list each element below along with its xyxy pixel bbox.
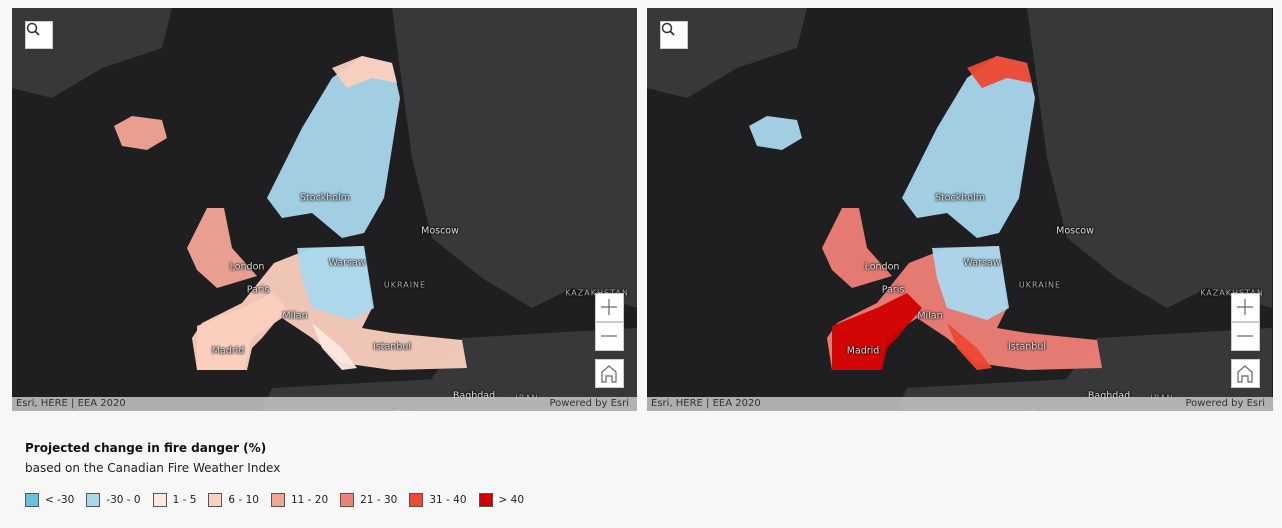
zoom-out[interactable]	[595, 322, 624, 351]
map-label: Moscow	[1056, 225, 1094, 237]
legend-item: 6 - 10	[208, 493, 259, 507]
legend-item: < -30	[25, 493, 74, 507]
attribution: Esri, HERE | EEA 2020	[651, 398, 761, 409]
land	[1027, 8, 1272, 308]
fire-danger-region	[822, 208, 892, 288]
legend-swatch	[152, 493, 167, 507]
legend-label: 6 - 10	[228, 494, 259, 506]
fire-danger-region	[114, 116, 167, 150]
home-button[interactable]	[1231, 359, 1260, 388]
fire-danger-region	[197, 293, 287, 370]
fire-danger-region	[749, 116, 802, 150]
land	[432, 328, 637, 411]
legend-swatch	[478, 493, 493, 507]
basemap	[647, 8, 1272, 411]
legend-item: 1 - 5	[152, 493, 197, 507]
legend-swatch	[25, 493, 39, 507]
land	[1067, 328, 1272, 411]
legend-swatch	[208, 493, 223, 507]
legend-label: > 40	[498, 494, 525, 506]
legend-title: Projected change in fire danger (%)	[25, 441, 267, 455]
attribution: Esri, HERE | EEA 2020	[16, 398, 126, 409]
legend-item: 21 - 30	[340, 493, 397, 507]
legend-swatch	[340, 493, 355, 507]
powered-by: Powered by Esri	[1185, 398, 1265, 409]
home-button[interactable]	[595, 359, 624, 388]
fire-danger-region	[312, 323, 357, 370]
search-button[interactable]	[660, 21, 688, 49]
attribution-bar: Esri, HERE | EEA 2020 Powered by Esri	[12, 397, 637, 411]
search-button[interactable]	[25, 21, 53, 49]
land	[392, 8, 637, 308]
map-label: Baghdad	[452, 390, 496, 402]
map-label: Madrid	[211, 345, 245, 357]
zoom-in[interactable]	[1231, 293, 1260, 322]
map-label: Milan	[917, 310, 943, 322]
zoom-in[interactable]	[595, 293, 624, 322]
legend-label: < -30	[45, 494, 75, 506]
map-label: Paris	[246, 284, 270, 296]
map-label: UKRAINE	[1018, 280, 1062, 290]
map-label: Istanbul	[372, 341, 412, 353]
legend-swatch	[270, 493, 285, 507]
legend-item: > 40	[478, 493, 525, 507]
map-label: Stockholm	[299, 192, 351, 204]
map-label: Baghdad	[1087, 390, 1131, 402]
map-label: UKRAINE	[383, 280, 427, 290]
legend-label: 21 - 30	[360, 494, 398, 506]
legend-swatch	[86, 493, 101, 507]
map-panel[interactable]: StockholmMoscowLondonWarsawParisUKRAINEK…	[647, 8, 1273, 411]
legend-item: -30 - 0	[86, 493, 141, 507]
map-panel[interactable]: StockholmMoscowLondonWarsawParisUKRAINEK…	[12, 8, 637, 411]
map-label: Milan	[282, 310, 308, 322]
basemap	[12, 8, 637, 411]
map-label: Istanbul	[1007, 341, 1047, 353]
legend-label: 11 - 20	[290, 494, 329, 506]
map-label: Warsaw	[328, 257, 366, 269]
legend-label: 31 - 40	[429, 494, 467, 506]
map-label: Stockholm	[934, 192, 986, 204]
attribution-bar: Esri, HERE | EEA 2020 Powered by Esri	[647, 397, 1273, 411]
fire-danger-region	[267, 56, 400, 238]
legend-subtitle: based on the Canadian Fire Weather Index	[25, 461, 281, 475]
legend: < -30 -30 - 0 1 - 5 6 - 10 11 - 20 21 - 30 31 …	[25, 493, 524, 507]
map-label: Madrid	[846, 345, 880, 357]
fire-danger-region	[832, 293, 922, 370]
fire-danger-region	[297, 246, 374, 320]
legend-label: -30 - 0	[106, 494, 141, 506]
map-label: Warsaw	[963, 257, 1001, 269]
fire-danger-region	[332, 56, 397, 88]
fire-danger-region	[902, 56, 1035, 238]
fire-danger-region	[187, 208, 257, 288]
map-label: Moscow	[421, 225, 459, 237]
zoom-out[interactable]	[1231, 322, 1260, 351]
map-label: London	[864, 261, 900, 273]
fire-danger-region	[932, 246, 1009, 320]
fire-danger-region	[967, 56, 1032, 88]
map-label: London	[229, 261, 265, 273]
legend-item: 31 - 40	[409, 493, 467, 507]
legend-label: 1 - 5	[172, 494, 197, 506]
legend-swatch	[409, 493, 424, 507]
legend-item: 11 - 20	[270, 493, 329, 507]
powered-by: Powered by Esri	[549, 398, 629, 409]
map-label: Paris	[881, 284, 905, 296]
fire-danger-region	[947, 323, 992, 370]
